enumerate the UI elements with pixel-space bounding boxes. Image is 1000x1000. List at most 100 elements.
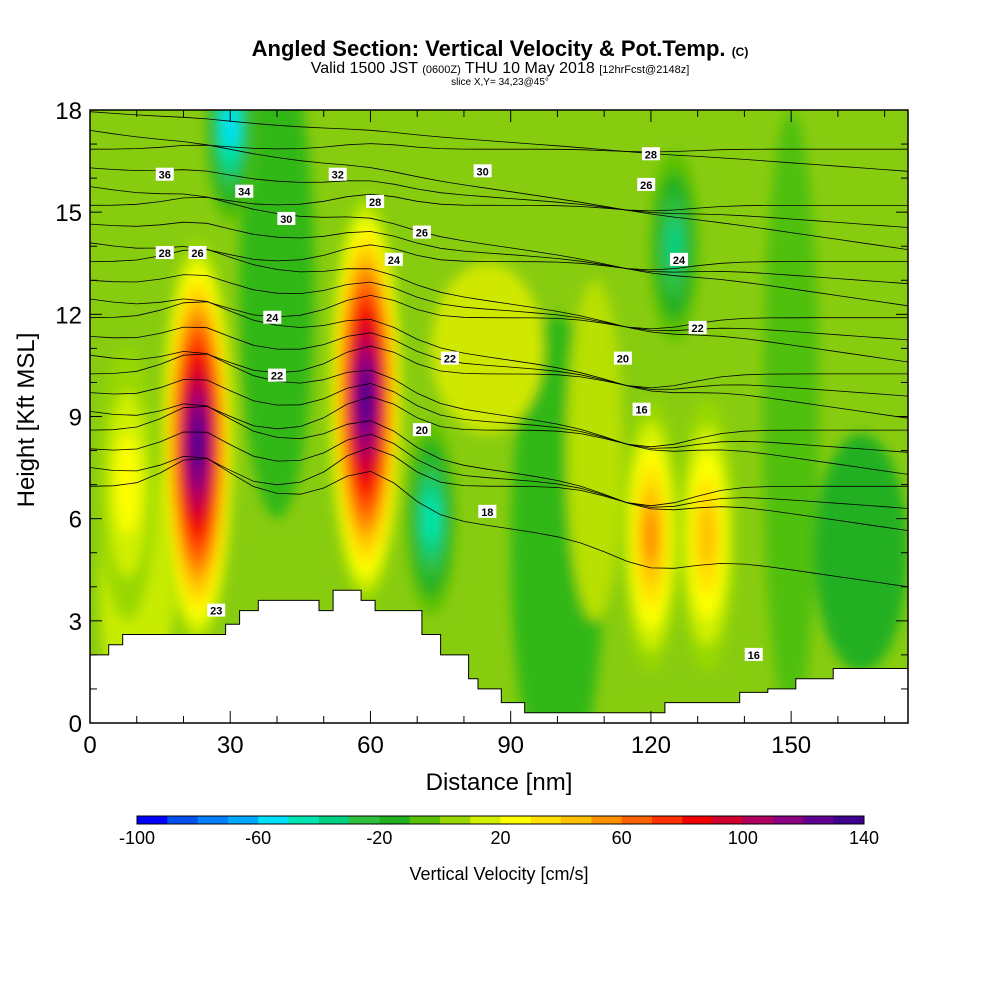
colorbar-tick-label: 20	[490, 828, 510, 848]
contour-label-box	[267, 368, 286, 382]
contour-label-box	[744, 647, 763, 661]
updraft-core	[192, 423, 203, 465]
contour-label-box	[632, 402, 651, 416]
theta-contour-line	[90, 350, 908, 475]
contour-label-box	[384, 252, 403, 266]
colorbar-swatch	[439, 816, 471, 824]
x-axis-title: Distance [nm]	[426, 769, 573, 796]
theta-contour-line	[90, 379, 908, 453]
contour-label: 20	[412, 423, 431, 437]
colorbar-tick-label: 140	[849, 828, 879, 848]
theta-contour-line	[90, 244, 908, 271]
velocity-field	[90, 110, 908, 723]
contour-label: 23	[207, 603, 226, 618]
contour-label-text: 20	[617, 354, 629, 366]
field-band	[566, 280, 623, 621]
contour-label-text: 16	[635, 405, 647, 417]
contour-label-text: 18	[481, 507, 493, 519]
colorbar-swatch	[167, 816, 199, 824]
contour-label-text: 23	[210, 606, 222, 618]
colorbar-title: Vertical Velocity [cm/s]	[409, 864, 588, 884]
forecast-run: [12hrFcst@2148z]	[599, 64, 690, 76]
contour-label-text: 26	[416, 228, 428, 240]
x-tick-label: 150	[771, 732, 811, 759]
contour-label-box	[263, 310, 282, 324]
theta-contour-line	[90, 345, 908, 389]
contour-label-text: 30	[280, 214, 292, 226]
colorbar-swatch	[258, 816, 289, 824]
downdraft-core	[223, 110, 237, 149]
colorbar-swatch	[288, 816, 320, 824]
theta-contour-line	[90, 294, 908, 330]
contour-label-text: 28	[645, 149, 657, 161]
y-axis-title: Height [Kft MSL]	[13, 333, 40, 508]
contour-label-box	[669, 252, 688, 266]
contour-label-text: 22	[444, 354, 456, 366]
contour-label-box	[277, 211, 296, 225]
valid-time: Valid 1500 JST	[310, 60, 418, 77]
valid-utc: (0600Z)	[422, 64, 461, 76]
colorbar-swatch	[409, 816, 441, 824]
chart-subtitle: Valid 1500 JST (0600Z) THU 10 May 2018 […	[0, 60, 1000, 78]
colorbar-swatch	[530, 816, 562, 824]
contour-label-box	[155, 167, 174, 181]
contour-label: 28	[366, 194, 385, 209]
field-band	[763, 110, 820, 723]
contour-label-box	[328, 167, 347, 181]
y-tick-label: 15	[55, 200, 82, 227]
contour-label: 24	[263, 310, 282, 325]
contour-label-text: 22	[692, 323, 704, 335]
contour-label-box	[473, 164, 492, 178]
colorbar-swatch	[621, 816, 653, 824]
contour-label-box	[637, 177, 656, 191]
y-tick-label: 12	[55, 302, 82, 329]
updraft-core	[698, 503, 716, 568]
colorbar-tick-label: 100	[728, 828, 758, 848]
theta-contour-line	[90, 431, 908, 509]
contour-labels: 36 34 32 30 28 26 30 28 26 28 26 24 24 24 22 22 20 22 16 20…	[155, 147, 763, 662]
terrain-mask	[89, 589, 909, 724]
contour-label-box	[235, 184, 254, 198]
chart-title-mark: (C)	[731, 45, 749, 59]
theta-contour-line	[90, 446, 908, 507]
contour-label: 34	[235, 184, 254, 199]
theta-contour-line	[90, 403, 908, 531]
theta-contour-line	[90, 298, 908, 419]
valid-date: THU 10 May 2018	[464, 60, 595, 77]
contour-label: 22	[267, 368, 286, 383]
contour-label-text: 24	[388, 255, 401, 267]
contour-label-box	[155, 246, 174, 260]
colorbar-swatch	[742, 816, 774, 824]
y-tick-label: 18	[55, 98, 82, 125]
theta-contour-line	[90, 221, 908, 285]
contour-label: 24	[384, 252, 403, 267]
colorbar-swatch	[197, 816, 229, 824]
theta-contour-line	[90, 111, 908, 172]
colorbar-swatch	[379, 816, 411, 824]
colorbar-swatch	[137, 816, 168, 824]
contour-label: 18	[478, 504, 497, 519]
contour-label: 36	[155, 167, 174, 182]
contour-label: 26	[412, 225, 431, 240]
contour-label-text: 26	[191, 248, 203, 260]
x-tick-label: 60	[357, 732, 384, 759]
contour-label-text: 30	[477, 166, 489, 178]
updraft-core	[643, 508, 659, 564]
contour-label-text: 26	[640, 180, 652, 192]
contour-label-text: 28	[159, 248, 171, 260]
contour-label-text: 34	[238, 187, 251, 199]
contour-label-box	[688, 320, 707, 334]
contour-label-text: 24	[266, 313, 279, 325]
colorbar-swatch	[682, 816, 714, 824]
x-tick-label: 30	[217, 732, 244, 759]
contour-label: 28	[641, 147, 660, 161]
contour-label: 22	[688, 320, 707, 335]
contour-label: 28	[155, 246, 174, 260]
contour-label-box	[207, 603, 226, 617]
contour-label-text: 32	[332, 170, 344, 182]
theta-contour-line	[90, 130, 908, 250]
colorbar-tick-label: -20	[366, 828, 392, 848]
colorbar-swatch	[591, 816, 623, 824]
